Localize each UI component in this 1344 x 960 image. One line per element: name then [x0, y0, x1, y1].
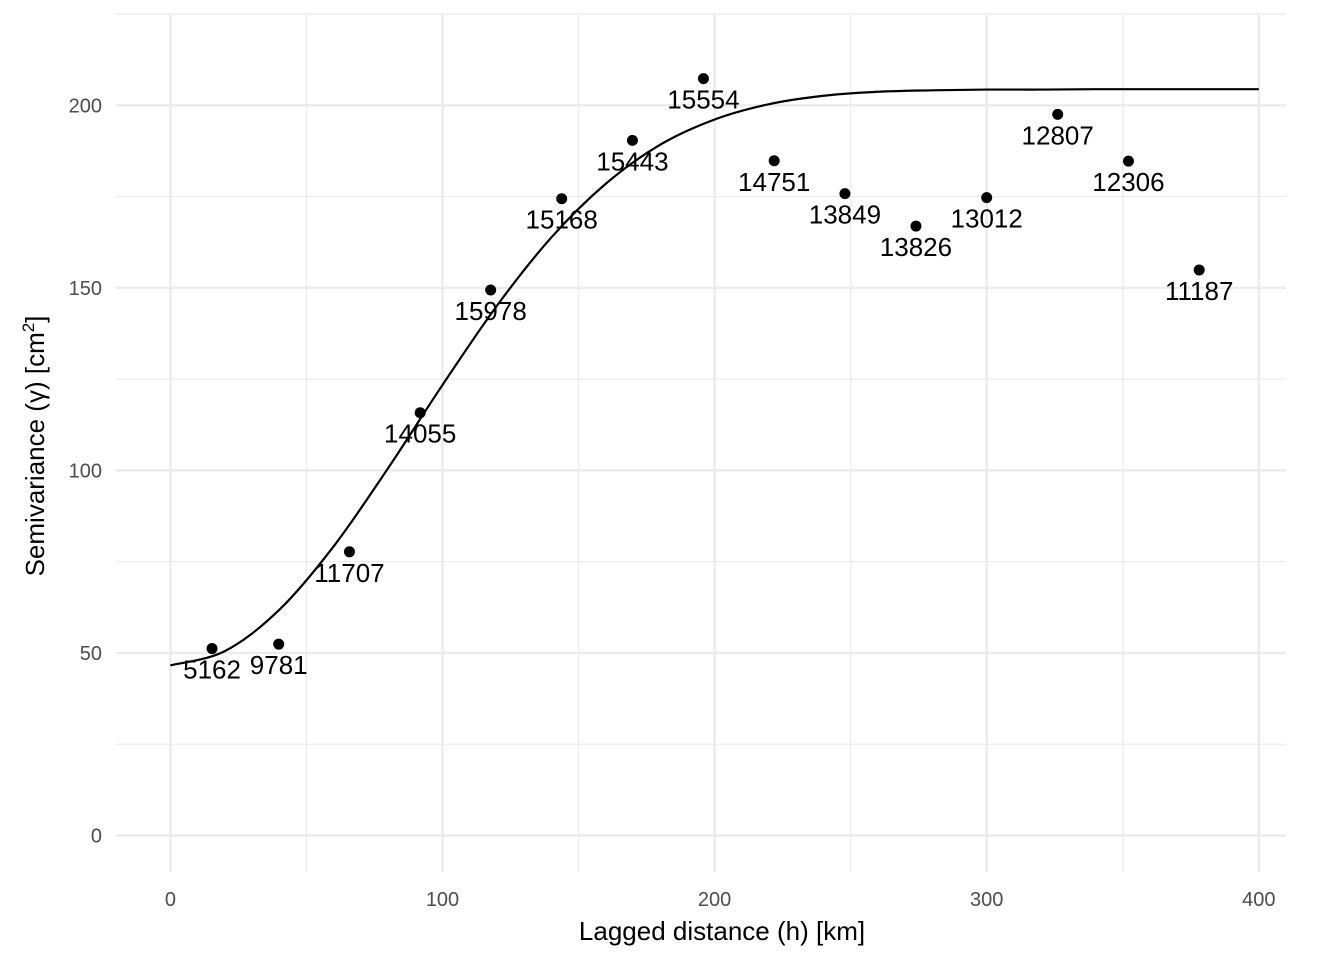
- data-points: [206, 73, 1205, 655]
- data-point: [1052, 108, 1064, 120]
- x-tick-label: 400: [1242, 889, 1275, 911]
- data-point-label: 15554: [667, 85, 739, 115]
- x-tick-label: 100: [426, 889, 459, 911]
- point-labels: 5162 9781 11707 14055 15978 15168 15443 15554 14…: [183, 85, 1233, 685]
- data-point: [206, 643, 218, 655]
- data-point-label: 9781: [250, 650, 308, 680]
- y-axis-title: Semivariance (γ) [cm2]: [19, 316, 50, 577]
- data-point-label: 13826: [880, 232, 952, 262]
- y-tick-label: 200: [69, 95, 102, 117]
- data-point-label: 11707: [314, 558, 384, 588]
- data-point-label: 12306: [1092, 167, 1164, 197]
- axis-ticks: 0 100 200 300 400 0 50 100 150 200: [69, 95, 1276, 911]
- data-point: [485, 284, 497, 296]
- y-axis-title-close: ]: [20, 316, 50, 323]
- y-tick-label: 100: [69, 460, 102, 482]
- data-point: [556, 193, 568, 205]
- data-point-label: 5162: [183, 655, 241, 685]
- fitted-model: [170, 88, 1259, 667]
- data-point: [697, 73, 709, 85]
- y-axis-title-superscript: 2: [19, 323, 38, 332]
- y-tick-label: 150: [69, 278, 102, 300]
- data-point: [910, 220, 922, 232]
- data-point-label: 14751: [738, 167, 810, 197]
- data-point: [1122, 155, 1134, 167]
- data-point: [343, 546, 355, 558]
- data-point: [839, 188, 851, 200]
- data-point: [414, 407, 426, 419]
- data-point-label: 11187: [1165, 276, 1233, 306]
- grid: [116, 13, 1286, 872]
- fitted-model-line: [170, 88, 1259, 667]
- x-tick-label: 300: [970, 889, 1003, 911]
- data-point: [626, 134, 638, 146]
- data-point-label: 12807: [1022, 120, 1094, 150]
- data-point: [1193, 264, 1205, 276]
- x-tick-label: 0: [165, 889, 176, 911]
- data-point: [273, 638, 285, 650]
- data-point-label: 13012: [951, 204, 1023, 234]
- data-point-label: 14055: [384, 419, 456, 449]
- y-tick-label: 0: [91, 825, 102, 847]
- data-point-label: 15443: [596, 146, 668, 176]
- data-point: [768, 155, 780, 167]
- data-point-label: 15978: [455, 296, 527, 326]
- y-axis-title-main: Semivariance (γ) [cm: [20, 332, 50, 576]
- data-point-label: 13849: [809, 200, 881, 230]
- data-point-label: 15168: [526, 205, 598, 235]
- data-point: [981, 192, 993, 204]
- y-tick-label: 50: [80, 643, 102, 665]
- x-tick-label: 200: [698, 889, 731, 911]
- x-axis-title: Lagged distance (h) [km]: [579, 916, 865, 946]
